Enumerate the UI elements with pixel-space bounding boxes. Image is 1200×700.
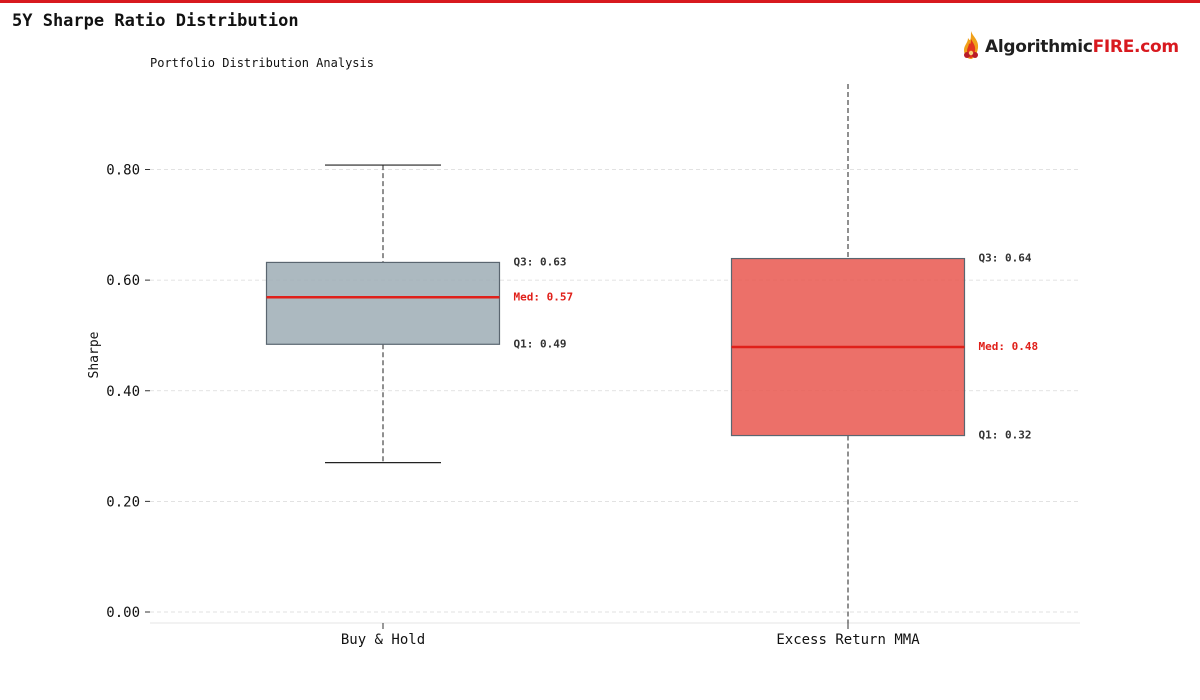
flame-icon xyxy=(960,29,982,65)
x-tick-label: Buy & Hold xyxy=(341,632,425,648)
q3-label: Q3: 0.63 xyxy=(514,255,567,268)
y-axis-label: Sharpe xyxy=(87,331,102,378)
x-tick-label: Excess Return MMA xyxy=(776,632,920,648)
logo-text: AlgorithmicFIRE.com xyxy=(985,37,1179,57)
q1-label: Q1: 0.32 xyxy=(979,429,1032,442)
page-title: 5Y Sharpe Ratio Distribution xyxy=(12,11,299,31)
brand-logo: AlgorithmicFIRE.com xyxy=(960,30,1179,64)
box-iqr xyxy=(265,261,501,345)
y-tick-label: 0.00 xyxy=(106,605,140,621)
y-tick-label: 0.20 xyxy=(106,494,140,510)
q3-label: Q3: 0.64 xyxy=(979,252,1032,265)
y-tick-label: 0.40 xyxy=(106,384,140,400)
q1-label: Q1: 0.49 xyxy=(514,337,567,350)
median-label: Med: 0.57 xyxy=(514,290,574,303)
y-tick-label: 0.80 xyxy=(106,163,140,179)
chart-title: Portfolio Distribution Analysis xyxy=(150,56,374,70)
y-tick-label: 0.60 xyxy=(106,273,140,289)
top-accent-bar xyxy=(0,0,1200,3)
median-label: Med: 0.48 xyxy=(979,340,1039,353)
